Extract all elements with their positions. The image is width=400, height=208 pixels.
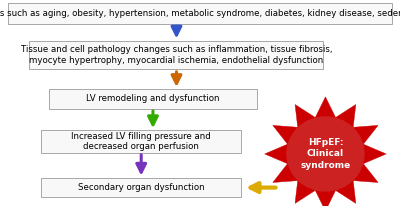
Text: HFpEF:
Clinical
syndrome: HFpEF: Clinical syndrome — [300, 138, 350, 170]
Text: Secondary organ dysfunction: Secondary organ dysfunction — [78, 183, 204, 192]
FancyBboxPatch shape — [8, 2, 392, 24]
Polygon shape — [265, 97, 386, 208]
FancyBboxPatch shape — [30, 41, 324, 69]
Text: LV remodeling and dysfunction: LV remodeling and dysfunction — [86, 94, 220, 103]
Text: Risk factors such as aging, obesity, hypertension, metabolic syndrome, diabetes,: Risk factors such as aging, obesity, hyp… — [0, 9, 400, 18]
Text: Tissue and cell pathology changes such as inflammation, tissue fibrosis,
myocyte: Tissue and cell pathology changes such a… — [21, 45, 332, 65]
Ellipse shape — [286, 116, 365, 192]
FancyBboxPatch shape — [41, 130, 241, 153]
FancyBboxPatch shape — [41, 178, 241, 197]
Text: Increased LV filling pressure and
decreased organ perfusion: Increased LV filling pressure and decrea… — [71, 132, 211, 151]
FancyBboxPatch shape — [49, 89, 257, 109]
